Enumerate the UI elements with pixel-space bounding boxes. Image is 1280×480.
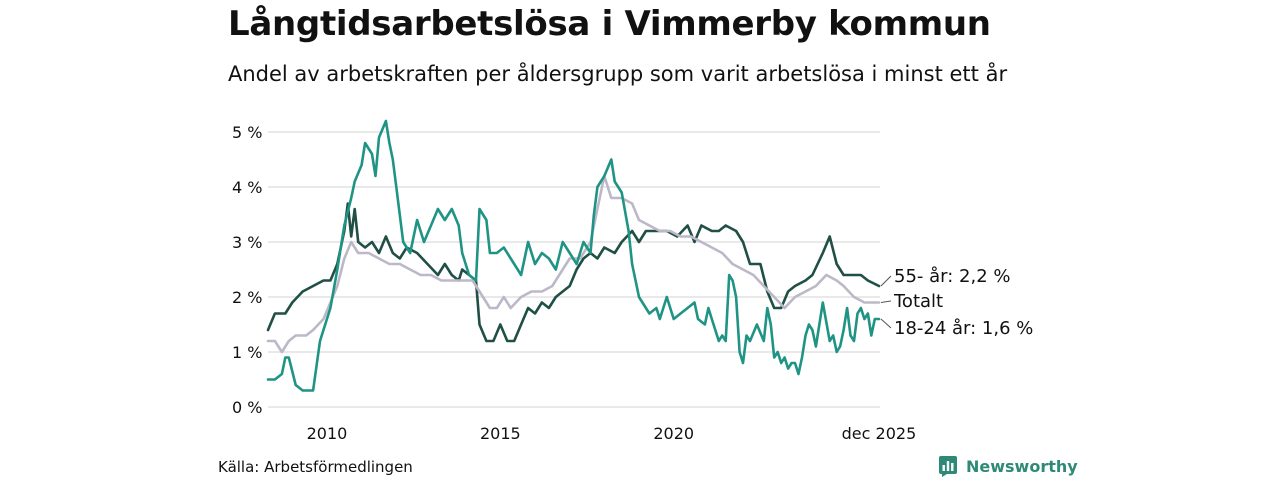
x-tick-label: 2020 <box>653 424 694 443</box>
y-tick-label: 5 % <box>232 123 262 142</box>
gridlines <box>268 131 880 408</box>
series-line-2 <box>266 119 881 392</box>
series-end-labels: 55- år: 2,2 % Totalt 18-24 år: 1,6 % <box>880 266 1033 339</box>
newsworthy-icon <box>939 456 957 477</box>
x-tick-label: dec 2025 <box>842 424 917 443</box>
series-end-label: 18-24 år: 1,6 % <box>894 318 1033 339</box>
y-tick-label: 4 % <box>232 178 262 197</box>
series-line-0 <box>266 202 881 343</box>
x-tick-label: 2010 <box>307 424 348 443</box>
y-tick-label: 2 % <box>232 288 262 307</box>
brand-logo: Newsworthy <box>938 455 1078 477</box>
y-tick-label: 1 % <box>232 343 262 362</box>
label-leader-line <box>880 275 892 287</box>
label-leader-line <box>880 318 892 329</box>
x-axis-ticks: 2010 2015 2020 dec 2025 <box>307 424 917 443</box>
label-leader-line <box>880 300 892 303</box>
series-line-1 <box>266 174 881 354</box>
source-note: Källa: Arbetsförmedlingen <box>218 458 413 476</box>
x-tick-label: 2015 <box>480 424 521 443</box>
y-tick-label: 0 % <box>232 398 262 417</box>
series-lines <box>266 119 881 392</box>
chart-subtitle: Andel av arbetskraften per åldersgrupp s… <box>228 62 1008 86</box>
brand-name: Newsworthy <box>966 456 1078 476</box>
y-tick-label: 3 % <box>232 233 262 252</box>
series-end-label: Totalt <box>893 291 943 312</box>
series-end-label: 55- år: 2,2 % <box>894 266 1010 287</box>
y-axis-ticks: 0 % 1 % 2 % 3 % 4 % 5 % <box>232 123 262 417</box>
chart-title: Långtidsarbetslösa i Vimmerby kommun <box>228 4 991 44</box>
